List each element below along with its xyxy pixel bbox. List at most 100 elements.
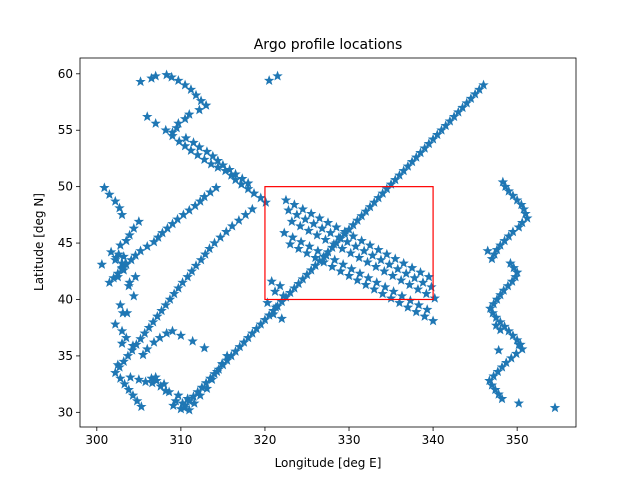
data-point: [286, 216, 298, 227]
data-point: [402, 301, 414, 312]
data-point: [160, 124, 171, 135]
data-point: [409, 272, 420, 283]
data-point: [104, 189, 115, 199]
data-point: [417, 277, 429, 287]
data-point: [114, 361, 125, 372]
data-point: [353, 252, 365, 263]
data-point: [167, 218, 178, 229]
data-point: [110, 252, 122, 263]
data-point: [423, 138, 435, 149]
data-point: [404, 279, 415, 290]
data-point: [164, 294, 176, 304]
data-point: [236, 178, 247, 189]
data-point: [316, 222, 328, 233]
data-point: [503, 185, 514, 196]
data-point: [337, 259, 349, 269]
data-point: [112, 268, 124, 278]
data-point: [300, 213, 311, 224]
data-point: [522, 212, 533, 223]
y-tick-label: 55: [58, 123, 73, 137]
data-point: [488, 298, 499, 309]
data-point: [411, 306, 422, 317]
data-point: [444, 115, 456, 126]
data-point: [402, 160, 414, 171]
data-point: [517, 217, 528, 228]
data-point: [150, 371, 161, 382]
data-point: [373, 244, 384, 255]
data-point: [283, 204, 294, 215]
data-point: [137, 349, 149, 360]
data-point: [161, 327, 172, 338]
data-point: [360, 206, 372, 216]
data-point: [200, 248, 211, 259]
data-point: [220, 165, 231, 176]
data-point: [173, 75, 184, 85]
data-point: [104, 277, 115, 287]
data-point: [427, 133, 439, 144]
data-point: [116, 325, 128, 336]
data-point: [205, 373, 216, 383]
data-point: [270, 301, 282, 312]
data-point: [179, 400, 191, 410]
data-point: [385, 292, 397, 303]
data-point: [161, 69, 172, 80]
data-point: [255, 192, 266, 203]
data-point: [490, 384, 501, 395]
data-point: [426, 281, 437, 292]
data-point: [495, 289, 506, 300]
data-point: [339, 226, 351, 237]
data-point: [289, 199, 300, 210]
x-tick-label: 320: [253, 433, 276, 447]
data-point: [147, 377, 158, 388]
data-point: [310, 252, 321, 263]
data-point: [335, 265, 346, 276]
data-point: [364, 239, 376, 250]
data-point: [276, 313, 287, 324]
data-point: [188, 137, 199, 148]
data-point: [124, 277, 135, 287]
data-point: [392, 263, 403, 274]
data-point: [150, 117, 161, 128]
data-point: [175, 330, 187, 341]
data-point: [469, 88, 481, 99]
data-point: [110, 195, 121, 206]
data-point: [465, 93, 477, 104]
data-point: [379, 265, 390, 276]
data-point: [226, 350, 237, 361]
data-point: [184, 108, 195, 119]
data-point: [488, 370, 499, 381]
data-point: [199, 191, 210, 202]
data-point: [348, 219, 359, 230]
data-point: [238, 336, 250, 347]
data-point: [390, 253, 401, 264]
data-point: [247, 327, 258, 338]
data-point: [337, 243, 348, 254]
data-point: [421, 288, 432, 299]
data-point: [274, 280, 286, 291]
data-point: [237, 173, 248, 184]
data-point: [187, 335, 198, 346]
data-point: [115, 373, 126, 383]
data-point: [474, 84, 485, 95]
data-point: [511, 348, 522, 359]
data-point: [486, 379, 498, 390]
data-point: [133, 374, 145, 385]
data-point: [259, 314, 271, 325]
data-point: [498, 285, 509, 295]
data-point: [130, 250, 141, 260]
data-point: [413, 299, 424, 310]
data-point: [278, 290, 289, 301]
data-point: [280, 194, 292, 205]
data-point: [192, 386, 203, 397]
data-point: [162, 222, 173, 233]
data-point: [221, 226, 232, 237]
data-point: [422, 304, 433, 315]
data-point: [373, 192, 384, 203]
x-tick-label: 350: [506, 433, 529, 447]
data-point: [122, 350, 134, 361]
data-point: [190, 260, 202, 271]
data-point: [284, 238, 296, 249]
data-point: [478, 79, 489, 90]
data-point: [499, 235, 510, 246]
